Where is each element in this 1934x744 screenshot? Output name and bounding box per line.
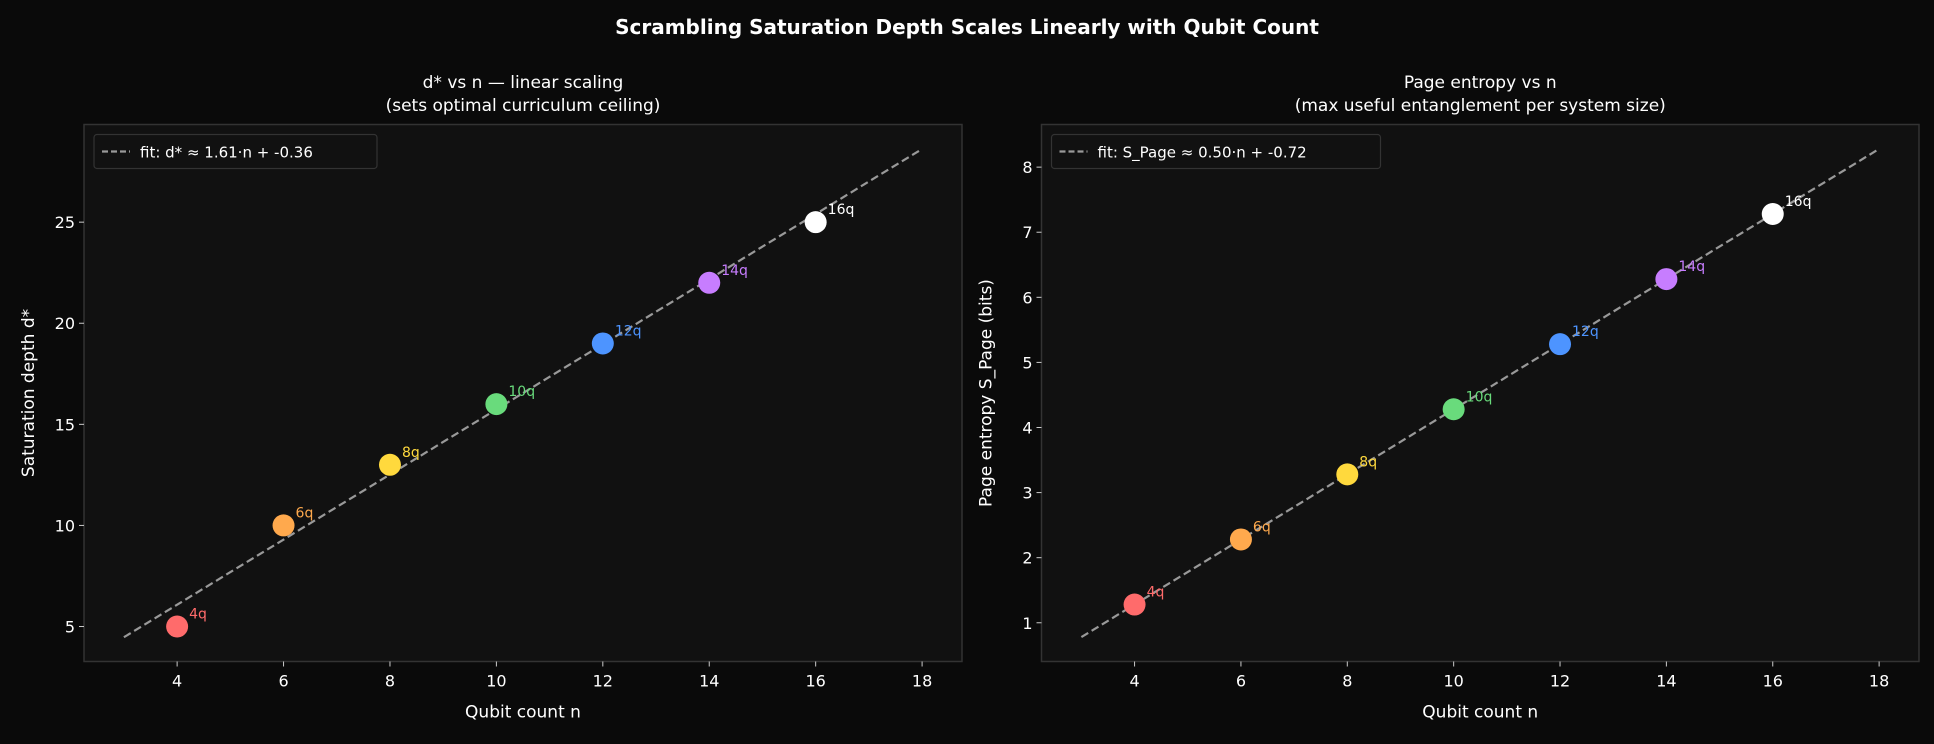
y-tick-label: 20 [55,314,75,333]
figure-title: Scrambling Saturation Depth Scales Linea… [615,15,1319,39]
y-tick-label: 15 [55,415,75,434]
x-tick-label: 6 [278,672,288,691]
x-tick-label: 8 [385,672,395,691]
point-label: 4q [189,607,207,623]
data-point-8q [1336,463,1359,486]
y-tick-label: 7 [1022,223,1032,242]
y-tick-label: 10 [55,516,75,535]
y-tick-label: 8 [1022,158,1032,177]
y-axis-label: Page entropy S_Page (bits) [977,279,997,507]
x-tick-label: 6 [1236,672,1246,691]
point-label: 10q [1466,389,1493,405]
data-point-4q [1123,593,1146,616]
data-point-14q [698,271,721,294]
x-tick-label: 14 [1656,672,1676,691]
data-point-16q [804,211,827,234]
x-tick-label: 12 [593,672,613,691]
y-tick-label: 1 [1022,614,1032,633]
data-point-16q [1761,203,1784,225]
x-tick-label: 4 [1129,672,1139,691]
point-label: 8q [402,445,420,461]
data-point-14q [1655,268,1678,291]
point-label: 12q [615,323,642,339]
legend-label: fit: d* ≈ 1.61·n + -0.36 [140,144,313,162]
legend-label: fit: S_Page ≈ 0.50·n + -0.72 [1098,144,1307,163]
legend: fit: d* ≈ 1.61·n + -0.36 [93,133,378,170]
x-tick-label: 8 [1342,672,1352,691]
point-label: 4q [1147,585,1165,601]
subplot-subtitle: (max useful entanglement per system size… [1295,96,1666,116]
point-label: 14q [1678,259,1705,275]
point-label: 8q [1359,454,1377,470]
x-tick-label: 12 [1550,672,1570,691]
y-tick-label: 25 [55,213,75,232]
y-tick-label: 5 [65,618,75,637]
x-tick-label: 16 [805,672,825,691]
legend-box [1050,133,1382,170]
data-point-10q [485,393,508,416]
data-point-4q [166,615,189,638]
y-tick-label: 4 [1022,418,1032,437]
x-tick-label: 18 [912,672,932,691]
x-axis-label: Qubit count n [1422,703,1538,723]
data-point-6q [272,514,295,537]
x-tick-label: 10 [1443,672,1463,691]
point-label: 6q [296,505,314,521]
x-tick-label: 16 [1763,672,1783,691]
y-tick-label: 6 [1022,288,1032,307]
data-point-10q [1442,398,1465,421]
legend-box [93,133,378,170]
x-axis-label: Qubit count n [465,703,581,723]
point-label: 14q [721,263,748,279]
point-label: 6q [1253,519,1271,535]
x-tick-label: 4 [172,672,182,691]
data-point-8q [378,453,401,476]
y-tick-label: 5 [1022,353,1032,372]
data-point-12q [1549,333,1572,356]
subplot-1: d* vs n — linear scaling (sets optimal cu… [19,73,963,723]
subplot-subtitle: (sets optimal curriculum ceiling) [386,96,661,116]
point-label: 10q [508,384,535,400]
x-tick-label: 14 [699,672,719,691]
subplot-title: Page entropy vs n [1404,73,1557,93]
subplot-title: d* vs n — linear scaling [423,73,624,93]
y-axis-label: Saturation depth d* [19,309,39,477]
data-point-12q [591,332,614,355]
y-tick-label: 3 [1022,484,1032,503]
data-point-6q [1229,528,1252,551]
point-label: 16q [828,202,855,218]
y-tick-label: 2 [1022,549,1032,568]
x-tick-label: 18 [1869,672,1889,691]
subplot-2: Page entropy vs n (max useful entanglemen… [977,73,1920,723]
point-label: 16q [1785,194,1812,210]
legend: fit: S_Page ≈ 0.50·n + -0.72 [1050,133,1382,170]
x-tick-label: 10 [486,672,506,691]
point-label: 12q [1572,324,1599,340]
